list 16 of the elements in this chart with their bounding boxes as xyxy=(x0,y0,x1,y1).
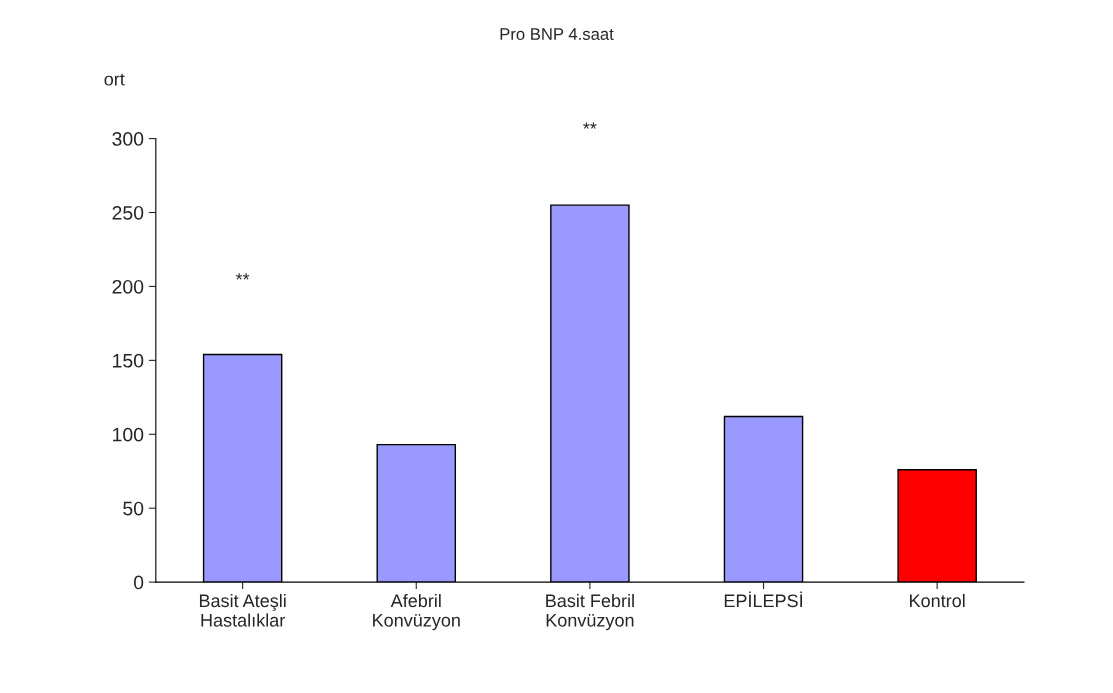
annotation: ** xyxy=(235,273,250,280)
y-tick-label: 50 xyxy=(123,501,144,516)
text: ** xyxy=(583,122,597,129)
y-tick-label: 250 xyxy=(112,205,144,220)
x-tick-label: EPİLEPSİ xyxy=(724,591,802,608)
y-tick-label: 150 xyxy=(113,353,144,368)
x-tick-label: Basit Febril Konvüzyon xyxy=(546,593,634,631)
chart-title: Pro BNP 4.saat xyxy=(500,28,614,40)
y-tick-label: 100 xyxy=(113,427,144,442)
y-tick-label: 300 xyxy=(112,132,144,146)
x-tick-label: Kontrol xyxy=(910,593,965,608)
y-axis-title: ort xyxy=(104,73,125,86)
y-tick-label: 200 xyxy=(112,279,144,294)
x-tick-label: Afebril Konvüzyon xyxy=(373,593,460,631)
x-tick-label: Basit Ateşli Hastalıklar xyxy=(199,593,286,627)
y-tick-label: 0 xyxy=(133,575,144,590)
